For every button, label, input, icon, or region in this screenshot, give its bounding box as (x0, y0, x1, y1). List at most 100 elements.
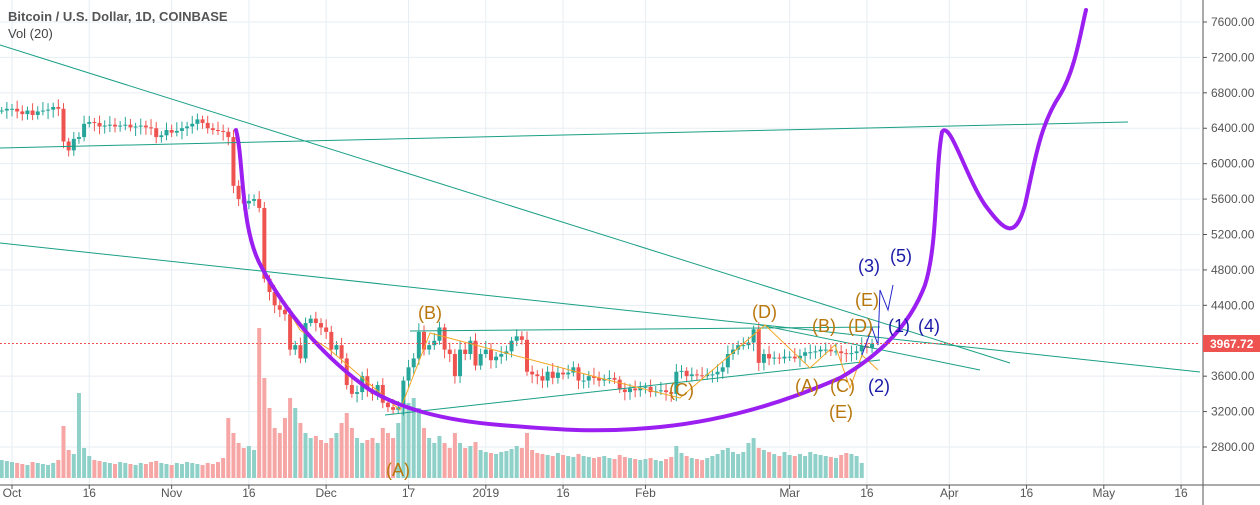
wave-abcde[interactable] (281, 299, 879, 411)
price-axis[interactable]: 7600.00 7200.00 6800.00 6400.00 6000.00 5600.… (1203, 15, 1255, 454)
time-axis[interactable]: Oct 16 Nov 16 Dec 17 2019 16 Feb Mar 16 Apr 16 May 16 (3, 485, 1188, 500)
candle-body (736, 345, 741, 350)
price-axis-bg[interactable] (1200, 0, 1260, 505)
volume-bar (669, 457, 674, 478)
candle-body (679, 370, 684, 372)
candle-body (365, 376, 370, 390)
volume-bar (509, 449, 514, 478)
candle-body (803, 352, 808, 356)
volume-bar (849, 454, 854, 478)
volume-bar (210, 464, 215, 478)
volume-bar (252, 450, 257, 478)
volume-bar (715, 454, 720, 478)
y-tick-label: 4800.00 (1211, 263, 1255, 277)
volume-bar (499, 452, 504, 478)
drawings[interactable]: (A) (B) (C) (D) (E) (A) (B) (C) (D) (E) … (0, 8, 1201, 480)
volume-bar (566, 456, 571, 478)
volume-bar (664, 459, 669, 478)
candle-body (555, 372, 560, 378)
volume-bar (834, 458, 838, 478)
volume-bar (262, 378, 267, 478)
volume-bar (540, 454, 545, 478)
volume-bar (653, 460, 658, 478)
volume-bar (525, 433, 529, 478)
volume-bar (447, 448, 452, 478)
candle-body (46, 109, 51, 111)
x-tick-label: Nov (161, 486, 182, 500)
volume-bar (257, 328, 262, 478)
trendline-horizontal[interactable] (0, 121, 1129, 149)
volume-bar (30, 462, 35, 478)
volume-bar (684, 456, 689, 478)
volume-bar (221, 458, 226, 478)
candle-body (71, 138, 76, 151)
candle-body (550, 371, 555, 378)
wave-label: (E) (855, 290, 879, 310)
candle-body (669, 392, 674, 394)
candle-body (113, 124, 117, 127)
candle-body (164, 130, 169, 136)
candle-body (664, 390, 669, 393)
projection-curve[interactable] (234, 8, 1088, 433)
volume-bar (205, 463, 210, 478)
wave-label: (A) (386, 460, 410, 480)
volume-bar (597, 457, 602, 478)
candle-body (617, 379, 622, 390)
trendline-mid-down[interactable] (0, 242, 1201, 373)
volume-bar (725, 448, 730, 478)
candle-body (772, 357, 777, 359)
volume-bar (633, 459, 638, 478)
triangle-bottom[interactable] (384, 359, 881, 416)
candle-body (442, 327, 447, 350)
y-tick-label: 3600.00 (1211, 369, 1255, 383)
volume-bar (35, 463, 40, 478)
candle-body (828, 349, 833, 352)
candle-body (519, 336, 524, 340)
impulse-label: (1) (888, 316, 910, 336)
candle-body (123, 124, 128, 126)
candle-body (488, 349, 493, 361)
wave-label: (C) (669, 380, 694, 400)
volume-bar (581, 456, 586, 478)
candle-body (133, 126, 138, 128)
x-tick-label: 16 (1020, 486, 1034, 500)
candle-body (267, 278, 272, 293)
triangle-top[interactable] (409, 326, 881, 332)
wave-impulse[interactable] (861, 284, 894, 356)
volume-bar (190, 463, 195, 478)
candle-body (432, 340, 437, 346)
candle-body (586, 376, 591, 381)
candle-body (308, 318, 313, 324)
candle-body (149, 127, 154, 129)
candle-body (725, 354, 730, 368)
volume-bar (375, 443, 380, 478)
candle-body (221, 130, 226, 132)
volume-bar (591, 458, 596, 478)
volume-bar (288, 398, 293, 478)
volume-bar (138, 463, 143, 478)
volume-bar (545, 455, 550, 478)
candle-body (473, 340, 478, 366)
volume-bar (839, 455, 844, 478)
volume-bar (494, 454, 499, 478)
candle-body (761, 354, 766, 363)
candle-body (633, 388, 638, 391)
volume-bar (396, 423, 401, 478)
y-tick-label: 6800.00 (1211, 86, 1255, 100)
candle-body (499, 354, 504, 357)
candle-body (334, 345, 339, 350)
candle-body (849, 353, 854, 355)
volume-bar (411, 398, 416, 478)
x-tick-label: Apr (940, 486, 959, 500)
last-price-badge (1203, 335, 1260, 352)
volume-bar (519, 448, 524, 478)
candle-body (787, 356, 792, 358)
volume-bar (15, 463, 20, 478)
trendline-short[interactable] (759, 324, 981, 371)
candle-body (643, 386, 648, 388)
trendline-long-down[interactable] (0, 44, 1011, 364)
impulse-label: (4) (918, 316, 940, 336)
candle-body (767, 354, 772, 359)
